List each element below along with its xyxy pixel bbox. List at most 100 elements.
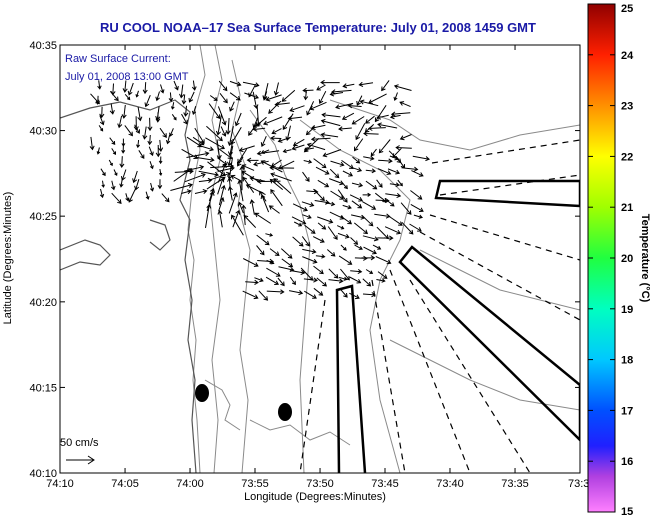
- current-vector: [254, 116, 267, 127]
- current-vector: [317, 216, 334, 224]
- current-vector: [320, 132, 339, 138]
- current-vector: [159, 127, 167, 138]
- current-vector: [241, 164, 255, 171]
- current-vector: [170, 102, 175, 110]
- current-vector: [384, 226, 402, 235]
- y-tick-label: 40:35: [29, 40, 57, 52]
- coast-line: [60, 99, 197, 473]
- coast-line: [60, 239, 111, 271]
- current-vector: [271, 128, 282, 135]
- current-vector: [256, 245, 265, 256]
- current-vector: [253, 160, 269, 167]
- current-vector: [269, 178, 284, 190]
- dash-ray: [299, 299, 326, 473]
- colorbar-tick-label: 20: [621, 253, 633, 265]
- current-vector: [365, 115, 375, 124]
- current-vector: [269, 248, 280, 256]
- current-vector: [231, 214, 244, 236]
- current-vector: [161, 193, 170, 203]
- current-vector: [401, 166, 419, 172]
- current-vector: [280, 248, 293, 259]
- current-vector: [338, 126, 352, 132]
- current-vector: [246, 157, 259, 163]
- current-vector: [109, 137, 116, 146]
- current-vector: [370, 148, 377, 157]
- current-vector: [327, 226, 338, 240]
- current-vector: [377, 122, 398, 129]
- current-vector: [270, 172, 292, 182]
- current-vector: [293, 221, 303, 227]
- current-vector: [257, 258, 275, 264]
- current-vector: [278, 160, 295, 170]
- current-vector: [109, 103, 115, 115]
- current-vector: [351, 182, 364, 188]
- current-vector: [322, 149, 342, 158]
- current-vector: [142, 126, 148, 140]
- current-vector: [229, 80, 242, 87]
- current-vector: [330, 89, 352, 95]
- current-vector: [242, 81, 260, 88]
- current-vector: [97, 80, 102, 90]
- colorbar-label: Temperature (°C): [639, 214, 651, 303]
- current-vector: [301, 201, 315, 207]
- current-vector: [121, 145, 126, 154]
- current-vector: [292, 236, 304, 247]
- wedge-outline: [434, 179, 580, 208]
- current-vector: [353, 138, 364, 152]
- current-vector: [147, 117, 153, 132]
- current-vector: [400, 202, 412, 215]
- current-vector: [341, 112, 355, 120]
- current-vector: [147, 134, 153, 146]
- current-vector: [109, 90, 119, 102]
- current-vector: [217, 163, 227, 183]
- current-vector: [230, 174, 243, 182]
- current-vector: [210, 163, 235, 169]
- current-vector: [128, 189, 136, 203]
- current-vector: [268, 100, 282, 114]
- current-vector: [381, 80, 390, 92]
- current-vector: [304, 224, 316, 234]
- colorbar-tick-label: 24: [621, 50, 634, 62]
- x-tick-label: 73:35: [501, 478, 529, 490]
- current-vector: [135, 90, 139, 98]
- x-tick-label: 73:45: [371, 478, 399, 490]
- current-vector: [269, 165, 295, 171]
- current-vector: [363, 155, 375, 161]
- current-vector: [138, 150, 145, 159]
- current-vector: [229, 101, 235, 112]
- current-vector: [397, 179, 403, 187]
- current-vector: [317, 179, 330, 188]
- current-vector: [277, 277, 285, 287]
- current-vector: [100, 168, 106, 177]
- current-vector: [385, 193, 402, 199]
- current-vector: [399, 134, 412, 141]
- dash-ray: [419, 231, 580, 321]
- current-vector: [352, 156, 361, 164]
- current-vector: [173, 168, 193, 182]
- current-vector: [281, 258, 294, 268]
- current-vector: [325, 201, 336, 207]
- current-vector: [374, 105, 387, 123]
- current-vector: [266, 267, 281, 277]
- current-vector: [149, 182, 155, 192]
- colorbar-ticks: 15 16 17 18 19 20 21 22 23 24 25: [588, 3, 634, 518]
- current-vector: [302, 256, 318, 264]
- current-vector: [238, 145, 255, 153]
- current-vector: [99, 188, 105, 199]
- current-vector: [335, 102, 354, 110]
- scale-arrow: [66, 455, 95, 465]
- current-vector: [409, 223, 422, 232]
- current-vector: [99, 106, 105, 119]
- current-vector: [184, 172, 206, 183]
- colorbar-tick-label: 16: [621, 456, 633, 468]
- current-vector: [328, 278, 344, 284]
- current-vector: [260, 194, 270, 213]
- current-vector: [341, 181, 348, 190]
- current-vector: [393, 84, 412, 91]
- current-vector: [194, 127, 205, 145]
- x-tick-label: 73:50: [306, 478, 334, 490]
- coverage-wedges: [335, 179, 580, 473]
- current-vector: [412, 155, 431, 162]
- dash-ray: [439, 174, 580, 196]
- axis-ticks: 74:10 74:05 74:00 73:55 73:50 73:45 73:40 73:35…: [29, 40, 589, 490]
